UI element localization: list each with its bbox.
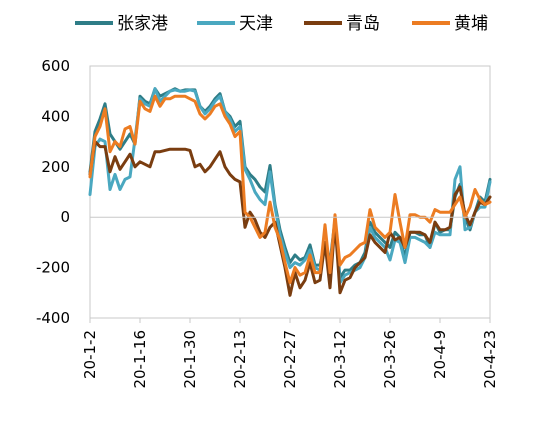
- x-tick-label: 20-2-27: [281, 330, 299, 389]
- y-axis: -400 -200 0 200 400 600: [36, 57, 70, 327]
- y-tick-label: -400: [36, 309, 70, 327]
- y-tick-label: 400: [41, 107, 70, 125]
- legend: 张家港 天津 青岛 黄埔: [75, 14, 488, 34]
- series-line-0: [88, 87, 492, 280]
- legend-label: 青岛: [346, 14, 380, 34]
- y-tick-label: 600: [41, 57, 70, 75]
- legend-label: 黄埔: [454, 14, 488, 34]
- legend-label: 张家港: [117, 14, 168, 34]
- x-tick-label: 20-1-2: [81, 330, 99, 379]
- x-tick-label: 20-3-26: [381, 330, 399, 389]
- y-tick-label: -200: [36, 259, 70, 277]
- y-tick-label: 200: [41, 158, 70, 176]
- x-tick-label: 20-4-9: [431, 330, 449, 379]
- y-tick-label: 0: [60, 208, 70, 226]
- series-layer: [88, 87, 492, 297]
- x-tick-label: 20-4-23: [481, 330, 499, 389]
- series-line-2: [88, 140, 492, 297]
- legend-label: 天津: [239, 14, 273, 34]
- series-line-1: [88, 87, 492, 285]
- plot-area: [88, 65, 492, 319]
- x-tick-label: 20-1-30: [181, 330, 199, 389]
- x-axis: 20-1-2 20-1-16 20-1-30 20-2-13 20-2-27 20-3-1…: [81, 318, 499, 389]
- x-tick-label: 20-3-12: [331, 330, 349, 389]
- series-line-3: [88, 94, 492, 285]
- x-tick-label: 20-1-16: [131, 330, 149, 389]
- x-tick-label: 20-2-13: [231, 330, 249, 389]
